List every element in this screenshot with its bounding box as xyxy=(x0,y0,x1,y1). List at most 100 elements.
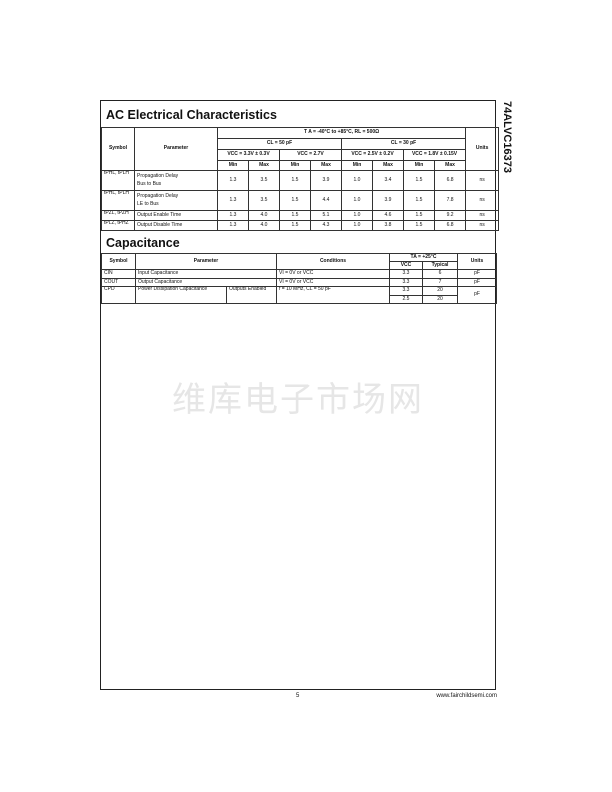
typical: 20 xyxy=(422,294,458,304)
value: 5.1 xyxy=(310,210,342,221)
symbol: tPHL, tPLH xyxy=(101,170,135,191)
vcc: 3.3 xyxy=(389,277,423,287)
symbol: CIN xyxy=(101,269,136,279)
value: 1.3 xyxy=(217,190,249,211)
parameter-name: Output Enable Time xyxy=(137,211,182,218)
header-max: Max xyxy=(433,160,467,171)
vcc: 2.5 xyxy=(389,294,423,304)
value: 1.0 xyxy=(341,220,373,231)
value: 4.0 xyxy=(248,220,280,231)
value: 1.0 xyxy=(341,170,373,191)
value: 3.9 xyxy=(372,190,404,211)
value: 4.3 xyxy=(310,220,342,231)
parameter-name: Propagation Delay xyxy=(137,192,179,199)
table-row: CIN Input Capacitance VI = 0V or VCC 3.3… xyxy=(101,269,497,279)
header-min: Min xyxy=(341,160,373,171)
value: 9.2 xyxy=(433,210,467,221)
header-symbol: Symbol xyxy=(101,253,136,270)
symbol: tPHL, tPLH xyxy=(101,190,135,211)
value: 1.5 xyxy=(403,190,435,211)
symbol: tPZL, tPZH xyxy=(101,210,135,221)
value: 1.5 xyxy=(279,220,311,231)
value: 3.5 xyxy=(248,170,280,191)
value: 1.3 xyxy=(217,220,249,231)
ac-table: Symbol Parameter T A = -40°C to +85°C, R… xyxy=(101,127,500,231)
footer-url[interactable]: www.fairchildsemi.com xyxy=(436,693,497,699)
header-ta: TA = +25°C xyxy=(389,253,458,262)
header-symbol: Symbol xyxy=(101,127,135,171)
header-cl50: CL = 50 pF xyxy=(217,138,342,150)
conditions: f = 10 MHz, CL = 50 pF xyxy=(276,286,390,304)
value: 3.8 xyxy=(372,220,404,231)
value: 4.6 xyxy=(372,210,404,221)
conditions: VI = 0V or VCC xyxy=(276,277,390,287)
header-units: Units xyxy=(465,127,500,171)
value: 1.3 xyxy=(217,210,249,221)
vcc: 3.3 xyxy=(389,286,423,296)
parameter: Propagation Delay LE to Bus xyxy=(134,190,218,211)
value: 1.5 xyxy=(279,190,311,211)
header-max: Max xyxy=(372,160,404,171)
table-row: tPZL, tPZH Output Enable Time 1.3 4.0 1.5 5.1… xyxy=(101,210,500,221)
parameter: Output Disable Time xyxy=(134,220,218,231)
value: 1.5 xyxy=(279,210,311,221)
capacitance-table: Symbol Parameter Conditions TA = +25°C U… xyxy=(101,253,497,304)
parameter-path: LE to Bus xyxy=(137,201,159,207)
watermark: 维库电子市场网 xyxy=(172,380,424,420)
parameter-condition: Outputs Enabled xyxy=(226,286,277,304)
header-vcc: VCC = 3.3V ± 0.3V xyxy=(217,149,280,161)
parameter-name: Output Disable Time xyxy=(137,221,183,228)
value: 6.8 xyxy=(433,170,467,191)
table-row: tPLZ, tPHZ Output Disable Time 1.3 4.0 1.5 4.… xyxy=(101,220,500,231)
cap-section-title: Capacitance xyxy=(106,236,180,250)
typical: 6 xyxy=(422,269,458,279)
page-frame xyxy=(100,100,496,690)
value: 6.8 xyxy=(433,220,467,231)
parameter: Power Dissipation Capacitance xyxy=(135,286,227,304)
value: 4.0 xyxy=(248,210,280,221)
header-min: Min xyxy=(279,160,311,171)
symbol: CPD xyxy=(101,286,136,304)
header-cl30: CL = 30 pF xyxy=(340,138,467,150)
header-vcc: VCC xyxy=(389,261,423,270)
ac-section-title: AC Electrical Characteristics xyxy=(106,108,277,122)
value: 1.0 xyxy=(341,210,373,221)
header-vcc: VCC = 2.7V xyxy=(279,149,342,161)
parameter: Propagation Delay Bus to Bus xyxy=(134,170,218,191)
page-number: 5 xyxy=(296,693,300,699)
side-part-number: 74ALVC16373 xyxy=(501,101,513,173)
table-row: CPD Power Dissipation Capacitance Output… xyxy=(101,286,497,304)
typical: 7 xyxy=(422,277,458,287)
value: 7.8 xyxy=(433,190,467,211)
table-row: COUT Output Capacitance VI = 0V or VCC 3… xyxy=(101,277,497,287)
vcc: 3.3 xyxy=(389,269,423,279)
units: ns xyxy=(465,210,500,221)
value: 1.5 xyxy=(403,170,435,191)
header-max: Max xyxy=(248,160,280,171)
header-typical: Typical xyxy=(422,261,458,270)
table-row: 2.5 20 xyxy=(102,294,497,304)
header-vcc: VCC = 2.5V ± 0.2V xyxy=(341,149,404,161)
units: ns xyxy=(465,220,500,231)
value: 1.3 xyxy=(217,170,249,191)
header-conditions: T A = -40°C to +85°C, RL = 500Ω xyxy=(216,127,467,139)
typical: 20 xyxy=(422,286,458,296)
table-row: tPHL, tPLH Propagation Delay Bus to Bus 1.3… xyxy=(101,170,500,191)
units: ns xyxy=(465,170,500,191)
header-min: Min xyxy=(217,160,249,171)
units: pF xyxy=(457,277,497,287)
units: pF xyxy=(457,286,497,304)
parameter-path: Bus to Bus xyxy=(137,181,162,187)
header-max: Max xyxy=(310,160,342,171)
header-vcc: VCC = 1.8V ± 0.15V xyxy=(402,149,467,161)
parameter: Output Capacitance xyxy=(135,277,277,287)
units: pF xyxy=(457,269,497,279)
header-min: Min xyxy=(403,160,435,171)
value: 1.0 xyxy=(341,190,373,211)
value: 3.4 xyxy=(372,170,404,191)
value: 3.5 xyxy=(248,190,280,211)
value: 1.5 xyxy=(403,220,435,231)
symbol: COUT xyxy=(101,277,136,287)
header-parameter: Parameter xyxy=(135,253,277,270)
value: 1.5 xyxy=(403,210,435,221)
